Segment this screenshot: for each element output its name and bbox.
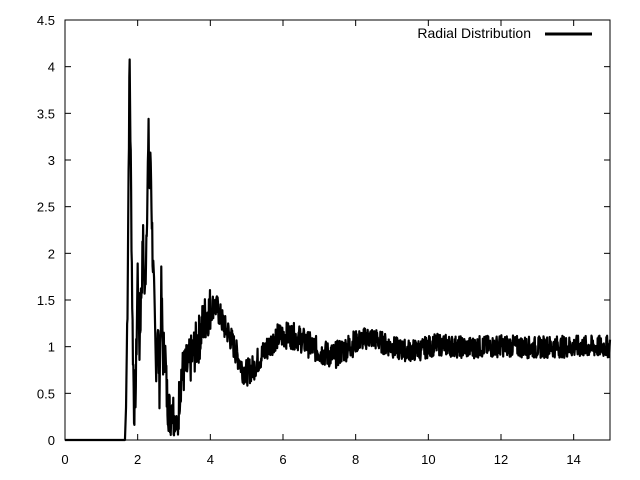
legend: Radial Distribution bbox=[417, 25, 592, 41]
axis-tick-labels: 0 2 4 6 8 10 12 14 0 0.5 1 1.5 2 2.5 3 3.5 4 4.5 bbox=[37, 13, 581, 467]
x-tick-label: 0 bbox=[61, 452, 68, 467]
y-tick-label: 2.5 bbox=[37, 200, 55, 215]
y-tick-label: 4.5 bbox=[37, 13, 55, 28]
series-line-radial-distribution bbox=[64, 58, 612, 442]
x-tick-label: 2 bbox=[134, 452, 141, 467]
y-tick-label: 2 bbox=[48, 246, 55, 261]
legend-label: Radial Distribution bbox=[417, 25, 531, 41]
y-tick-label: 0 bbox=[48, 433, 55, 448]
y-tick-label: 1 bbox=[48, 340, 55, 355]
x-tick-label: 4 bbox=[207, 452, 214, 467]
y-tick-label: 0.5 bbox=[37, 386, 55, 401]
x-tick-label: 8 bbox=[352, 452, 359, 467]
y-tick-label: 1.5 bbox=[37, 293, 55, 308]
series-layer bbox=[64, 58, 612, 442]
x-tick-label: 6 bbox=[279, 452, 286, 467]
x-tick-label: 14 bbox=[566, 452, 580, 467]
x-tick-label: 10 bbox=[421, 452, 435, 467]
plot-frame bbox=[64, 19, 611, 441]
y-tick-label: 4 bbox=[48, 60, 55, 75]
y-tick-label: 3.5 bbox=[37, 106, 55, 121]
y-tick-label: 3 bbox=[48, 153, 55, 168]
x-tick-label: 12 bbox=[494, 452, 508, 467]
